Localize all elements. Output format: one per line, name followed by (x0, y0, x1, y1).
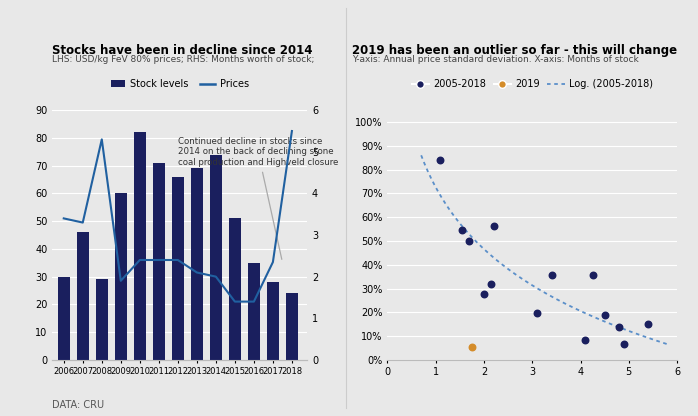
Point (486, 280, 497, 287)
Point (618, 341, 630, 348)
Point (580, 336, 591, 343)
Point (435, 157, 446, 163)
Bar (248, 263, 260, 360)
Point (587, 272, 598, 279)
Point (642, 321, 653, 327)
Bar (267, 282, 279, 360)
Point (488, 222, 499, 229)
Bar (229, 218, 241, 360)
Point (478, 291, 489, 298)
Bar (77, 232, 89, 360)
Legend: 2005-2018, 2019, Log. (2005-2018): 2005-2018, 2019, Log. (2005-2018) (408, 75, 657, 93)
Bar (191, 168, 203, 360)
Bar (285, 293, 298, 360)
Point (466, 344, 477, 350)
Text: Continued decline in stocks since
2014 on the back of declining stone
coal produ: Continued decline in stocks since 2014 o… (178, 137, 339, 259)
Bar (172, 177, 184, 360)
Text: Y-axis: Annual price standard deviation. X-axis: Months of stock: Y-axis: Annual price standard deviation.… (352, 55, 639, 64)
Text: Stocks have been in decline since 2014: Stocks have been in decline since 2014 (52, 44, 313, 57)
Point (531, 310, 542, 317)
Bar (57, 277, 70, 360)
Bar (133, 132, 146, 360)
Text: 2019 has been an outlier so far - this will change: 2019 has been an outlier so far - this w… (352, 44, 678, 57)
Bar (209, 155, 222, 360)
Bar (114, 193, 127, 360)
Point (614, 323, 625, 330)
Text: LHS: USD/kg FeV 80% prices; RHS: Months worth of stock;: LHS: USD/kg FeV 80% prices; RHS: Months … (52, 55, 315, 64)
Point (546, 272, 557, 279)
Bar (96, 280, 108, 360)
Point (456, 227, 468, 234)
Legend: Stock levels, Prices: Stock levels, Prices (107, 75, 253, 93)
Bar (153, 163, 165, 360)
Point (464, 238, 475, 244)
Point (599, 311, 610, 318)
Text: DATA: CRU: DATA: CRU (52, 400, 105, 410)
